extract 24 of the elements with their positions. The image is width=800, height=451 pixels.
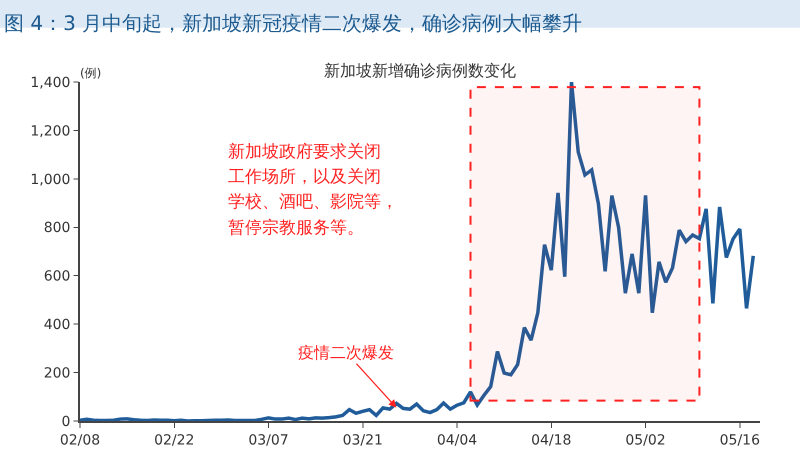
y-axis-title: (例) (80, 66, 102, 80)
x-tick-label: 04/18 (531, 432, 572, 449)
y-tick-label: 0 (62, 414, 70, 430)
annotation: 学校、酒吧、影院等， (228, 192, 398, 212)
annotation: 新加坡政府要求关闭 (228, 142, 381, 162)
annotation: 疫情二次爆发 (298, 343, 394, 362)
chart-subtitle: 新加坡新增确诊病例数变化 (324, 61, 516, 80)
annotation: 暂停宗教服务等。 (228, 218, 364, 238)
x-tick-label: 04/04 (436, 432, 478, 449)
x-tick-label: 03/21 (342, 432, 383, 449)
y-tick-label: 1,200 (30, 123, 70, 140)
y-tick-label: 800 (44, 220, 70, 236)
y-tick-label: 1,400 (30, 74, 70, 91)
y-tick-label: 600 (44, 268, 70, 285)
y-tick-label: 200 (44, 365, 70, 382)
x-tick-label: 03/07 (248, 432, 289, 449)
x-tick-label: 02/22 (154, 432, 194, 449)
x-tick-label: 02/08 (60, 432, 100, 449)
chart-title: 图 4：3 月中旬起，新加坡新冠疫情二次爆发，确诊病例大幅攀升 (4, 10, 582, 35)
y-tick-label: 400 (44, 317, 70, 334)
annotation: 工作场所，以及关闭 (228, 167, 381, 187)
x-tick-label: 05/16 (720, 432, 760, 449)
x-tick-label: 05/02 (625, 432, 666, 449)
y-tick-label: 1,000 (30, 172, 70, 188)
